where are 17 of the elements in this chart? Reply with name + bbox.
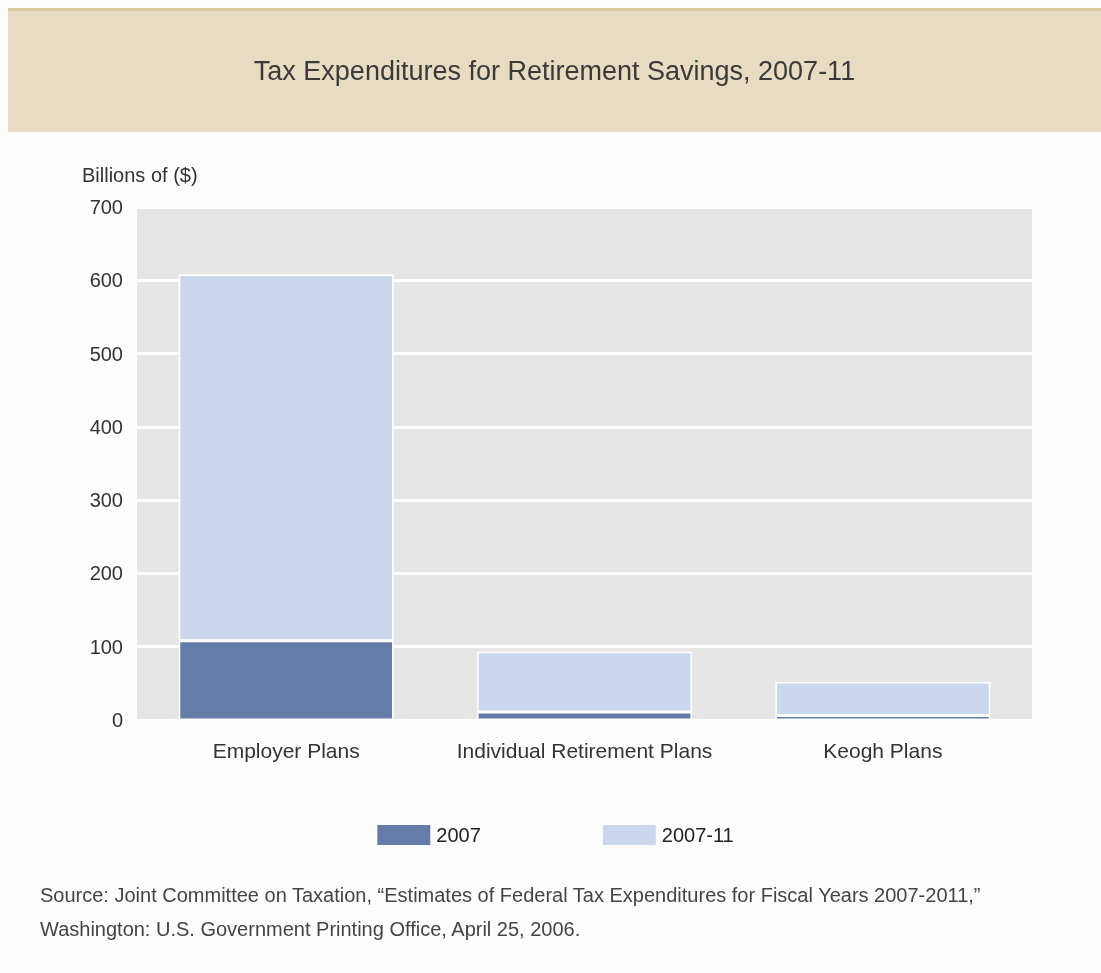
chart-title: Tax Expenditures for Retirement Savings, 2007-11	[8, 8, 1101, 132]
x-tick-label: Keogh Plans	[823, 739, 943, 762]
x-tick-label: Employer Plans	[212, 739, 360, 762]
y-axis-title: Billions of ($)	[82, 164, 198, 186]
y-tick-label: 300	[89, 489, 123, 512]
legend-label: 2007	[436, 824, 481, 846]
y-tick-label: 400	[89, 415, 123, 438]
y-tick-label: 500	[89, 342, 123, 365]
x-tick-label: Individual Retirement Plans	[456, 739, 713, 762]
y-tick-label: 700	[89, 196, 123, 218]
y-tick-label: 600	[89, 269, 123, 292]
y-tick-label: 200	[89, 562, 123, 585]
y-tick-label: 100	[89, 635, 123, 658]
y-tick-label: 0	[111, 709, 123, 731]
source-note: Source: Joint Committee on Taxation, “Estimates of Federal Tax Expenditures for Fiscal Years 2007-2011,” Washington: U.S. Government Printing Office, April 25, 2006.	[40, 883, 982, 942]
legend-label: 2007-11	[661, 824, 734, 846]
bar	[775, 681, 991, 716]
